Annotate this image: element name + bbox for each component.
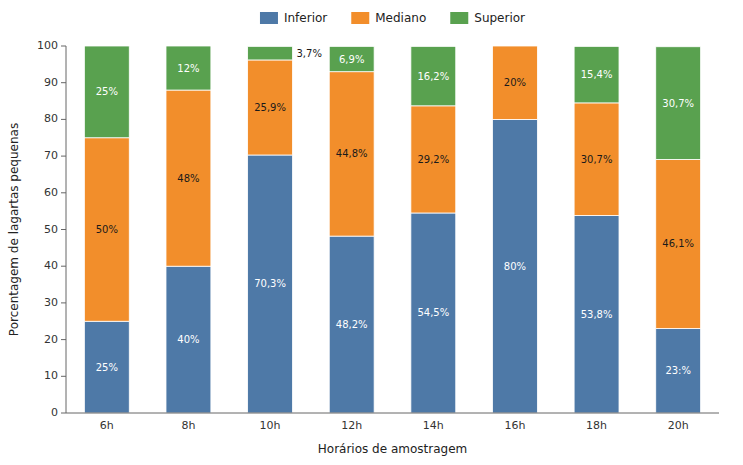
y-tick (61, 266, 66, 267)
y-tick (61, 119, 66, 120)
bar-segment (329, 236, 374, 413)
y-tick-label: 100 (37, 39, 58, 52)
x-axis-label: Horários de amostragem (318, 442, 467, 456)
y-tick (61, 46, 66, 47)
bar-segment (166, 266, 211, 413)
data-label: 3,7% (297, 48, 322, 59)
legend-swatch (351, 12, 369, 24)
legend-swatch (260, 12, 278, 24)
bar-segment (574, 216, 619, 413)
bar-segment (656, 159, 701, 328)
x-tick-label: 12h (341, 419, 362, 432)
y-tick-label: 50 (44, 223, 58, 236)
y-tick (61, 229, 66, 230)
bar-segment (248, 155, 293, 413)
y-tick-label: 40 (44, 259, 58, 272)
bar-segment (84, 138, 129, 322)
bars (84, 46, 700, 413)
bar-segment (329, 46, 374, 71)
bar-segment (166, 46, 211, 90)
data-label: 16,2% (417, 71, 449, 82)
bar-segment (411, 46, 456, 105)
chart-container: 0 10 20 30 40 50 60 70 80 90 100 25% 40% 70,3% 48,2% 54… (0, 0, 743, 465)
bar-segment (84, 46, 129, 138)
x-tick-label: 6h (100, 419, 114, 432)
bar-segment (411, 213, 456, 413)
bar-segment (656, 47, 701, 160)
legend-swatch (450, 12, 468, 24)
y-tick-label: 20 (44, 333, 58, 346)
bar-segment (248, 46, 293, 60)
data-label: 44,8% (336, 148, 368, 159)
y-tick (61, 339, 66, 340)
y-tick (61, 302, 66, 303)
data-label: 23:% (665, 365, 691, 376)
x-tick-label: 10h (260, 419, 281, 432)
y-tick-label: 0 (51, 406, 58, 419)
x-tick-label: 18h (586, 419, 607, 432)
data-label: 25% (96, 362, 118, 373)
legend-label: Inferior (284, 11, 327, 25)
data-label: 25% (96, 86, 118, 97)
legend-label: Superior (474, 11, 525, 25)
x-axis-line (66, 413, 719, 414)
bar-segment (492, 46, 537, 47)
y-tick (61, 413, 66, 414)
data-label: 30,7% (662, 98, 694, 109)
x-axis: 6h 8h 10h 12h 14h 16h 18h 20h (66, 413, 719, 432)
bar-segment (329, 72, 374, 236)
data-label: 50% (96, 224, 118, 235)
x-tick-label: 16h (504, 419, 525, 432)
y-tick (61, 82, 66, 83)
data-label: 6,9% (339, 54, 364, 65)
data-label: 48% (177, 173, 199, 184)
y-tick (61, 376, 66, 377)
legend-item: Mediano (351, 11, 426, 25)
legend-item: Superior (450, 11, 525, 25)
y-tick (61, 192, 66, 193)
chart: 0 10 20 30 40 50 60 70 80 90 100 25% 40% 70,3% 48,2% 54… (0, 0, 743, 465)
bar-segment (248, 60, 293, 155)
x-tick-label: 20h (668, 419, 689, 432)
data-label: 29,2% (417, 154, 449, 165)
bar-segment (656, 329, 701, 413)
data-label: 54,5% (417, 307, 449, 318)
y-tick-label: 10 (44, 369, 58, 382)
y-axis-label: Porcentagem de lagartas pequenas (7, 123, 21, 336)
y-tick-label: 80 (44, 112, 58, 125)
data-label: 70,3% (254, 278, 286, 289)
y-axis-line (66, 46, 67, 413)
y-tick-label: 30 (44, 296, 58, 309)
bar-segment (492, 119, 537, 413)
x-tick-label: 14h (423, 419, 444, 432)
bar-segment (574, 103, 619, 216)
y-tick-label: 60 (44, 186, 58, 199)
legend: Inferior Mediano Superior (260, 11, 525, 25)
data-label: 25,9% (254, 102, 286, 113)
x-tick-label: 8h (181, 419, 195, 432)
data-label: 20% (504, 77, 526, 88)
legend-label: Mediano (375, 11, 426, 25)
y-tick-label: 70 (44, 149, 58, 162)
bar-segment (84, 321, 129, 413)
y-axis: 0 10 20 30 40 50 60 70 80 90 100 (37, 39, 66, 419)
data-label: 30,7% (581, 154, 613, 165)
bar-segment (574, 46, 619, 103)
data-label: 48,2% (336, 319, 368, 330)
bar-segment (492, 46, 537, 119)
bar-segment (411, 106, 456, 213)
data-label: 53,8% (581, 309, 613, 320)
data-label: 12% (177, 63, 199, 74)
data-label: 15,4% (581, 69, 613, 80)
data-label: 46,1% (662, 238, 694, 249)
y-tick (61, 156, 66, 157)
legend-item: Inferior (260, 11, 327, 25)
data-label: 40% (177, 334, 199, 345)
data-labels: 25% 40% 70,3% 48,2% 54,5% 80% 53,8% 23:% 50% 48% 2… (96, 48, 694, 377)
bar-segment (166, 90, 211, 266)
y-tick-label: 90 (44, 76, 58, 89)
data-label: 80% (504, 261, 526, 272)
